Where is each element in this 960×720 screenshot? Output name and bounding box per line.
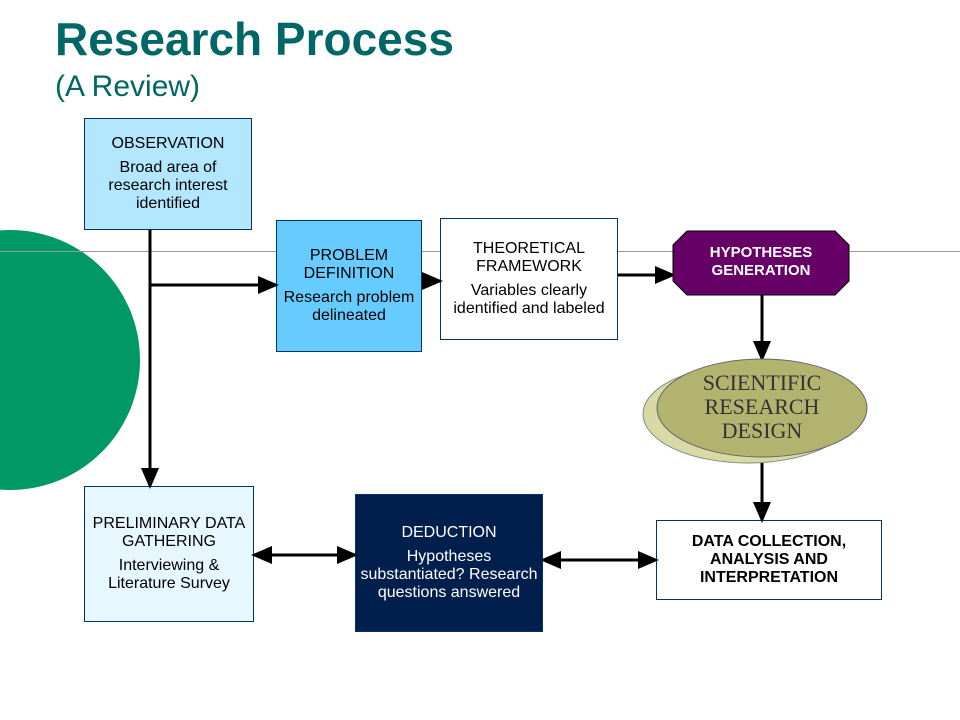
ellipse-shadow bbox=[643, 365, 853, 463]
node-preliminary-data: PRELIMINARY DATA GATHERING Interviewing … bbox=[84, 486, 254, 622]
node-body: Interviewing & Literature Survey bbox=[89, 557, 249, 593]
node-heading: PRELIMINARY DATA GATHERING bbox=[89, 515, 249, 551]
node-body: Hypotheses substantiated? Research quest… bbox=[360, 548, 538, 602]
node-heading: DEDUCTION bbox=[360, 524, 538, 542]
node-theoretical-framework: THEORETICAL FRAMEWORK Variables clearly … bbox=[440, 218, 618, 340]
node-label: SCIENTIFICRESEARCHDESIGN bbox=[703, 370, 822, 443]
page-title: Research Process bbox=[55, 12, 454, 66]
node-label: HYPOTHESESGENERATION bbox=[710, 244, 813, 279]
node-observation: OBSERVATION Broad area of research inter… bbox=[84, 118, 252, 230]
node-scientific-research-design bbox=[657, 359, 867, 457]
node-problem-definition: PROBLEM DEFINITION Research problem deli… bbox=[276, 220, 422, 352]
node-deduction: DEDUCTION Hypotheses substantiated? Rese… bbox=[355, 494, 543, 632]
node-heading: OBSERVATION bbox=[89, 135, 247, 153]
node-body: Research problem delineated bbox=[281, 289, 417, 325]
page-subtitle: (A Review) bbox=[55, 70, 200, 104]
node-heading: THEORETICAL FRAMEWORK bbox=[445, 240, 613, 276]
node-data-collection: DATA COLLECTION, ANALYSIS AND INTERPRETA… bbox=[656, 520, 882, 600]
node-heading: PROBLEM DEFINITION bbox=[281, 247, 417, 283]
node-body: Variables clearly identified and labeled bbox=[445, 282, 613, 318]
decor-circle bbox=[0, 230, 140, 490]
node-heading: DATA COLLECTION, ANALYSIS AND INTERPRETA… bbox=[661, 533, 877, 587]
node-body: Broad area of research interest identifi… bbox=[89, 159, 247, 213]
node-hypotheses-generation bbox=[673, 231, 849, 295]
